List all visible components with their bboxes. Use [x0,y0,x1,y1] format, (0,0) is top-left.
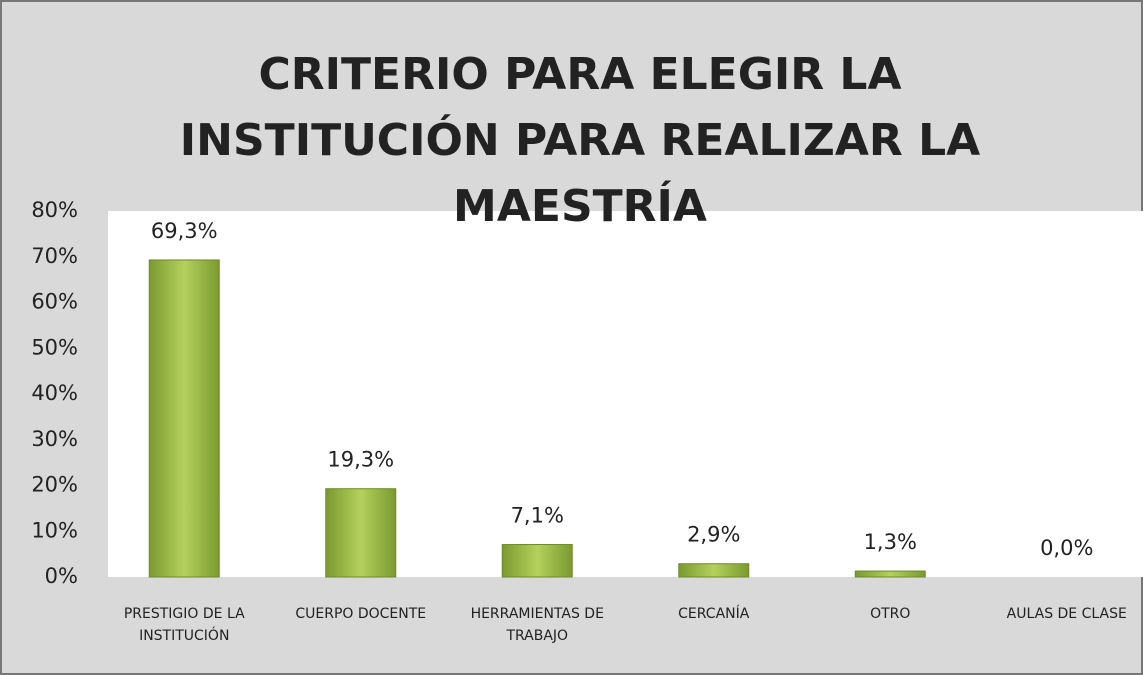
y-tick-label: 30% [31,427,78,451]
y-tick-label: 40% [31,381,78,405]
x-tick-label: HERRAMIENTAS DE TRABAJO [470,606,604,644]
x-tick-label: OTRO [870,606,911,622]
bar [148,259,220,578]
data-label: 0,0% [1040,536,1093,560]
x-tick-label: CERCANÍA [678,606,750,622]
data-label: 19,3% [327,448,394,472]
y-tick-label: 60% [31,290,78,314]
data-label: 69,3% [151,219,218,243]
x-tick-label: CUERPO DOCENTE [295,606,427,622]
y-tick-label: 0% [45,564,78,588]
data-label: 1,3% [864,530,917,554]
y-tick-label: 20% [31,473,78,497]
chart-title: CRITERIO PARA ELEGIR LA INSTITUCIÓN PARA… [179,49,981,232]
x-tick-label: PRESTIGIO DE LA INSTITUCIÓN [123,606,245,644]
bar [678,563,750,578]
y-tick-label: 80% [31,198,78,222]
x-tick-label: AULAS DE CLASE [1006,606,1127,622]
bar [325,488,397,578]
plot-area [108,211,1143,577]
bar [854,570,926,578]
y-tick-label: 50% [31,335,78,359]
y-tick-label: 70% [31,244,78,268]
bar [501,544,573,578]
data-label: 7,1% [511,504,564,528]
data-label: 2,9% [687,523,740,547]
y-tick-label: 10% [31,518,78,542]
